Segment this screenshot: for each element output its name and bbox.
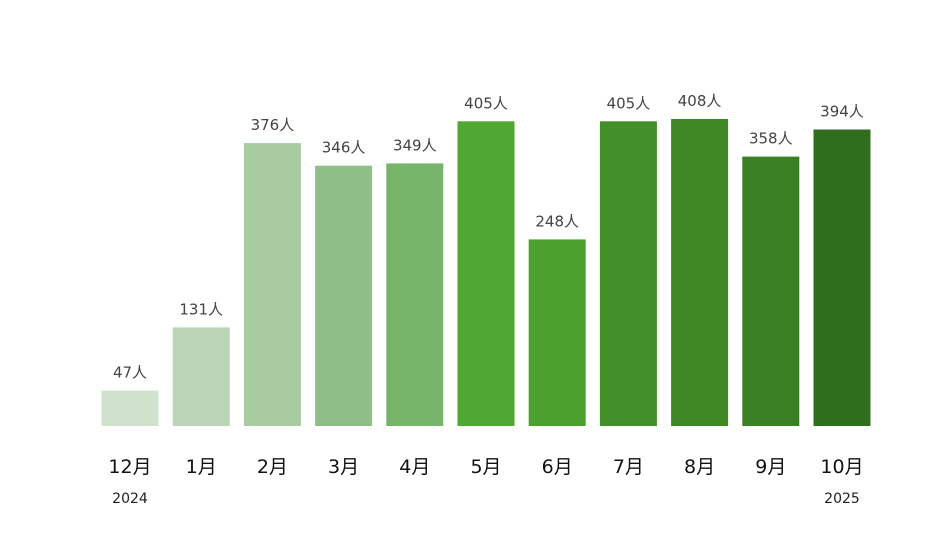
bar-1月: [172, 327, 230, 426]
x-tick-label: 7月: [613, 456, 644, 478]
bar-value-label: 346人: [322, 139, 366, 157]
bar-value-label: 376人: [251, 116, 295, 134]
bar-value-label: 349人: [393, 136, 437, 154]
bar-7月: [599, 121, 657, 427]
x-tick-label: 1月: [186, 456, 217, 478]
bar-3月: [315, 165, 373, 426]
bar-value-label: 408人: [678, 92, 722, 110]
bar-12月: [101, 390, 159, 426]
x-tick-label: 8月: [684, 456, 715, 478]
year-label: 2025: [824, 491, 860, 507]
x-tick-label: 6月: [542, 456, 573, 478]
x-tick-label: 10月: [820, 456, 863, 478]
bar-value-label: 47人: [113, 364, 147, 382]
x-tick-label: 3月: [328, 456, 359, 478]
x-tick-label: 2月: [257, 456, 288, 478]
bar-6月: [528, 239, 586, 426]
bar-9月: [742, 156, 800, 426]
bar-value-label: 248人: [535, 212, 579, 230]
x-tick-label: 4月: [399, 456, 430, 478]
bar-value-label: 394人: [820, 103, 864, 121]
x-tick-label: 12月: [108, 456, 151, 478]
year-label: 2024: [112, 491, 148, 507]
bar-value-label: 358人: [749, 130, 793, 148]
bar-value-label: 131人: [179, 300, 223, 318]
bar-value-label: 405人: [607, 94, 651, 112]
bar-8月: [671, 119, 729, 426]
x-tick-label: 9月: [755, 456, 786, 478]
bar-5月: [457, 121, 515, 427]
bar-10月: [813, 129, 871, 426]
x-tick-label: 5月: [470, 456, 501, 478]
bar-2月: [243, 143, 301, 426]
bar-4月: [386, 163, 444, 426]
bar-value-label: 405人: [464, 94, 508, 112]
